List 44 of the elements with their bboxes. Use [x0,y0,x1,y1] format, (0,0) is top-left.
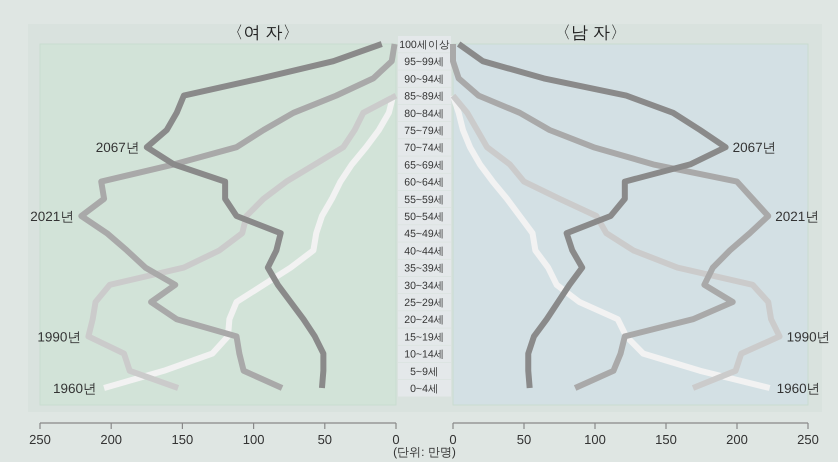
y-tick-label: 40~44세 [404,245,445,258]
series-label: 1990년 [786,329,831,344]
y-tick-label: 75~79세 [404,125,445,137]
x-tick-label: 150 [655,432,677,447]
x-tick-label: 0 [392,432,400,447]
y-tick-label: 15~19세 [404,331,445,344]
y-tick-label: 60~64세 [404,176,445,189]
y-tick-label: 65~69세 [404,159,445,172]
x-tick-label: 200 [726,432,748,447]
x-tick-label: 200 [100,432,122,447]
text: (단위: 만명) [393,445,456,459]
y-tick-label: 25~29세 [404,297,445,309]
x-tick-label: 50 [516,432,532,447]
x-tick-label: 250 [797,432,819,447]
y-tick-label: 35~39세 [404,262,445,275]
series-label: 1960년 [776,381,821,396]
y-tick-label: 50~54세 [404,211,445,223]
series-label: 2067년 [732,140,777,156]
x-tick-label: 100 [584,432,606,447]
series-label: 2021년 [775,209,820,224]
x-tick-label: 0 [449,432,457,447]
y-tick-label: 5~9세 [410,366,439,378]
y-tick-label: 95~99세 [404,56,445,68]
x-tick-label: 250 [29,432,51,447]
y-tick-label: 70~74세 [404,142,445,154]
y-tick-label: 30~34세 [404,280,445,292]
y-tick-label: 0~4세 [410,383,439,395]
series-label: 2067년 [96,140,140,156]
chart-title: 〈남 자〉 [554,23,627,42]
y-tick-label: 55~59세 [404,194,445,206]
y-tick-label: 45~49세 [404,228,445,240]
y-tick-label: 85~89세 [404,90,445,103]
chart-title: 〈여 자〉 [226,23,300,42]
x-tick-label: 50 [318,432,332,447]
x-tick-label: 150 [172,432,194,447]
y-tick-label: 20~24세 [404,314,445,326]
series-label: 2021년 [30,209,74,224]
x-tick-label: 100 [242,432,264,447]
y-tick-label: 90~94세 [404,73,445,86]
y-tick-label: 80~84세 [404,108,445,120]
series-label: 1960년 [53,381,98,396]
series-label: 1990년 [37,329,82,344]
y-tick-label: 100세이상 [399,39,450,51]
y-tick-label: 10~14세 [404,348,445,361]
